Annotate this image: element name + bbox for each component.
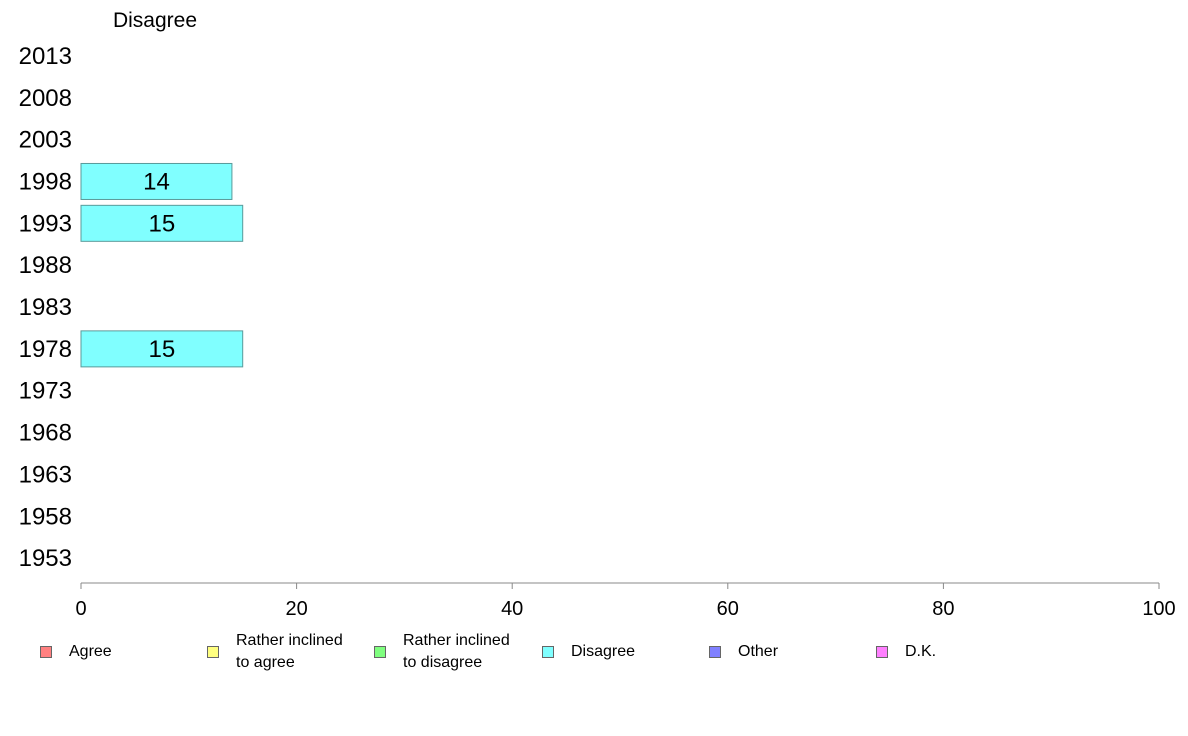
y-tick-label: 1968 (19, 420, 72, 447)
x-tick-label: 100 (1142, 598, 1175, 620)
y-tick-label: 1983 (19, 294, 72, 321)
y-tick-label: 1973 (19, 378, 72, 405)
legend-label: Rather inclined to disagree (403, 632, 510, 671)
legend-item: Rather inclined to disagree (374, 630, 510, 674)
x-tick-label: 60 (717, 598, 739, 620)
x-axis: 0 20 40 60 80 100 (75, 582, 1176, 620)
legend: Agree Rather inclined to agree Rather incl… (0, 630, 1188, 690)
legend-swatch (207, 646, 219, 658)
legend-swatch (876, 646, 888, 658)
legend-item: Agree (40, 641, 112, 663)
bar (80, 162, 233, 200)
legend-item: D.K. (876, 641, 936, 663)
legend-swatch (374, 646, 386, 658)
bar-value-label: 15 (148, 336, 175, 363)
y-tick-label: 1953 (19, 545, 72, 572)
x-tick-label: 20 (285, 598, 307, 620)
legend-item: Disagree (542, 641, 635, 663)
y-tick-label: 1998 (19, 168, 72, 195)
legend-label: Other (738, 643, 779, 660)
legend-item: Rather inclined to agree (207, 630, 343, 674)
panel-title: Disagree (113, 9, 197, 32)
legend-label: Agree (69, 643, 112, 660)
legend-item: Other (709, 641, 778, 663)
bar-chart: Disagree 2013 2008 2003 1998 14 1993 15 1988 198… (19, 9, 1176, 620)
x-tick-label: 0 (75, 598, 86, 620)
legend-swatch (709, 646, 721, 658)
y-tick-label: 1988 (19, 252, 72, 279)
x-tick-label: 80 (932, 598, 954, 620)
y-tick-label: 2013 (19, 43, 72, 70)
legend-label: Disagree (571, 643, 636, 660)
y-tick-label: 1978 (19, 336, 72, 363)
bar (80, 330, 244, 368)
bar (80, 204, 244, 242)
bar-value-label: 15 (148, 210, 175, 237)
legend-label: Rather inclined to agree (236, 632, 343, 671)
y-tick-label: 1963 (19, 461, 72, 488)
y-tick-label: 2008 (19, 85, 72, 112)
y-tick-label: 1958 (19, 503, 72, 530)
legend-swatch (40, 646, 52, 658)
legend-label: D.K. (905, 643, 937, 660)
bar-value-label: 14 (143, 168, 170, 195)
legend-swatch (542, 646, 554, 658)
y-tick-label: 1993 (19, 210, 72, 237)
x-tick-label: 40 (501, 598, 523, 620)
y-tick-label: 2003 (19, 127, 72, 154)
